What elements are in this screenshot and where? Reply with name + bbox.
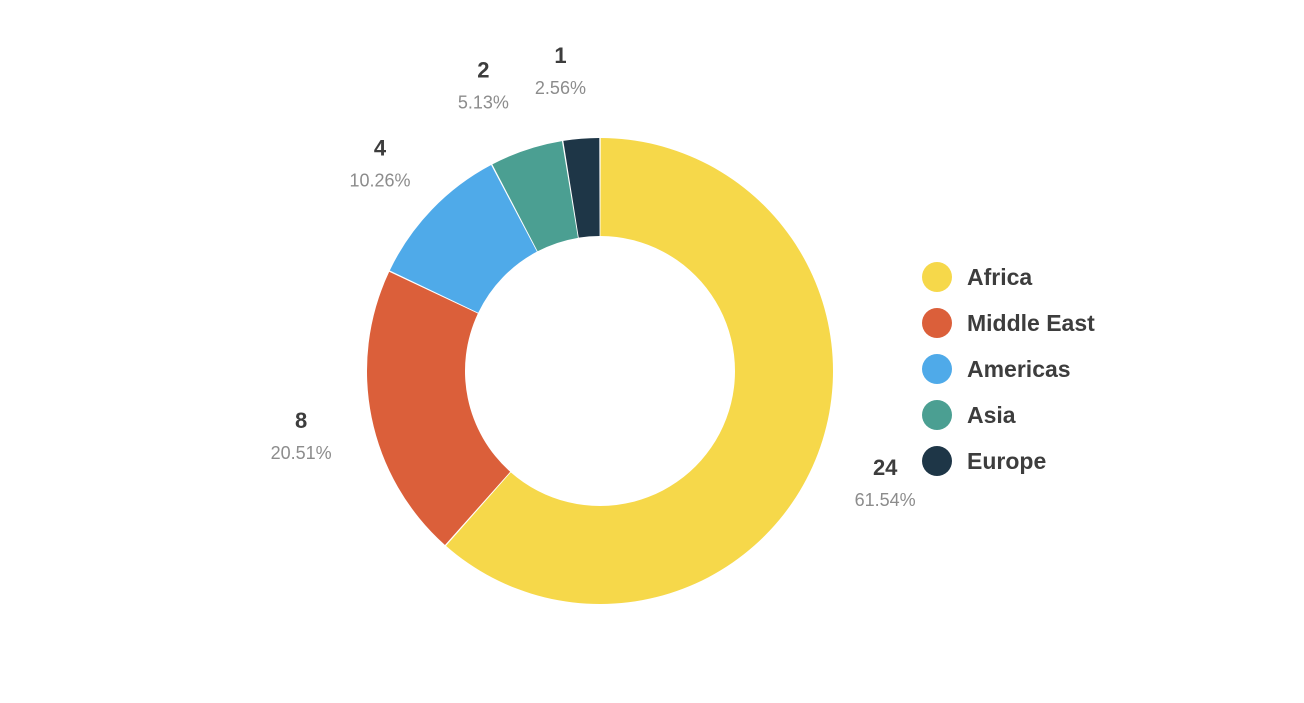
- legend-item-americas[interactable]: Americas: [922, 354, 1071, 384]
- value-label-middle-east: 8: [295, 408, 307, 433]
- legend-swatch-europe: [922, 446, 952, 476]
- legend-item-middle-east[interactable]: Middle East: [922, 308, 1095, 338]
- legend-item-europe[interactable]: Europe: [922, 446, 1046, 476]
- legend-swatch-asia: [922, 400, 952, 430]
- legend-swatch-americas: [922, 354, 952, 384]
- legend-label-africa: Africa: [967, 264, 1032, 290]
- slice-europe[interactable]: [563, 138, 600, 238]
- percent-label-asia: 5.13%: [458, 93, 509, 113]
- legend-label-americas: Americas: [967, 356, 1071, 382]
- slice-africa[interactable]: [446, 138, 833, 605]
- legend-item-asia[interactable]: Asia: [922, 400, 1016, 430]
- value-label-asia: 2: [477, 58, 489, 83]
- slice-middle-east[interactable]: [366, 271, 511, 545]
- legend-label-asia: Asia: [967, 402, 1016, 428]
- legend-label-europe: Europe: [967, 448, 1046, 474]
- percent-label-americas: 10.26%: [350, 171, 411, 191]
- value-label-africa: 24: [873, 455, 898, 480]
- percent-label-europe: 2.56%: [535, 78, 586, 98]
- percent-label-africa: 61.54%: [855, 490, 916, 510]
- percent-label-middle-east: 20.51%: [271, 443, 332, 463]
- slice-americas[interactable]: [389, 165, 537, 313]
- legend-item-africa[interactable]: Africa: [922, 262, 1032, 292]
- legend-swatch-africa: [922, 262, 952, 292]
- slice-labels: 24 61.54% 8 20.51% 4 10.26% 2 5.13% 1 2.56%: [271, 43, 916, 510]
- legend-swatch-middle-east: [922, 308, 952, 338]
- slice-asia[interactable]: [492, 141, 578, 252]
- value-label-americas: 4: [374, 136, 387, 161]
- legend-label-middle-east: Middle East: [967, 310, 1095, 336]
- chart-legend: Africa Middle East Americas Asia Europe: [922, 262, 1095, 476]
- value-label-europe: 1: [554, 43, 566, 68]
- donut-slices: [366, 138, 833, 605]
